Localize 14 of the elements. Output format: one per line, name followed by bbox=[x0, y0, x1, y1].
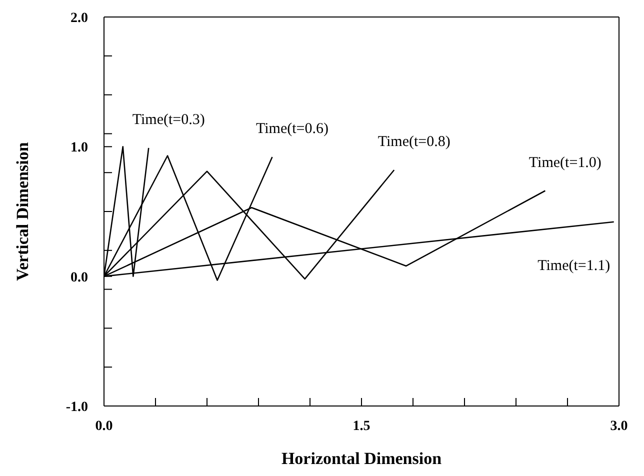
series-label: Time(t=0.3) bbox=[132, 112, 205, 128]
series-label: Time(t=1.0) bbox=[528, 154, 602, 171]
x-axis-title: Horizontal Dimension bbox=[281, 449, 442, 468]
series-label: Time(t=1.1) bbox=[538, 258, 610, 274]
series-label: Time(t=0.6) bbox=[256, 121, 328, 138]
y-tick-label: 0.0 bbox=[70, 270, 88, 286]
x-tick-label: 3.0 bbox=[610, 418, 628, 434]
y-tick-label: 2.0 bbox=[70, 10, 88, 26]
y-tick-label: -1.0 bbox=[66, 400, 88, 415]
y-tick-label: 1.0 bbox=[70, 140, 88, 156]
x-tick-label: 0.0 bbox=[95, 418, 113, 434]
series-label: Time(t=0.8) bbox=[378, 134, 450, 150]
x-tick-label: 1.5 bbox=[352, 418, 370, 434]
y-axis-title: Vertical Dimension bbox=[13, 142, 32, 281]
